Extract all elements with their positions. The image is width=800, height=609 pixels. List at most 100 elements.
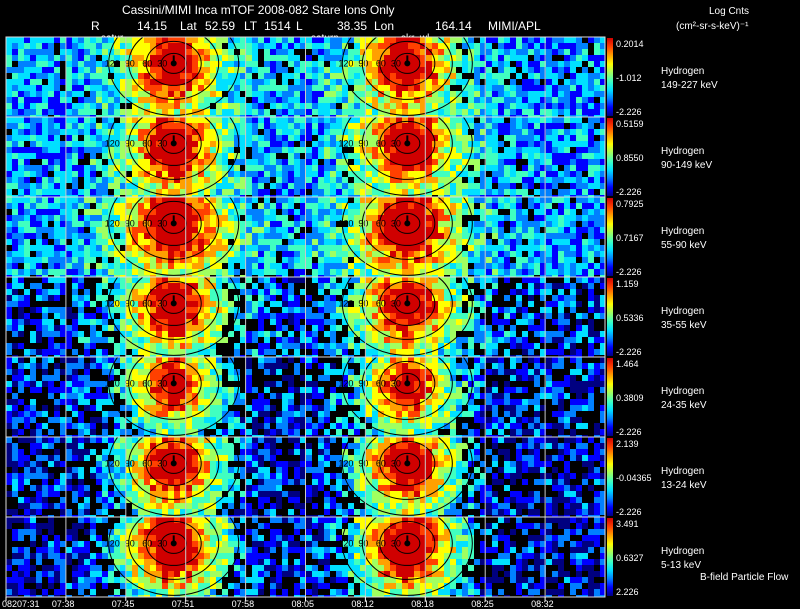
intensity-cell <box>126 43 132 49</box>
intensity-cell <box>252 49 258 55</box>
intensity-cell <box>348 263 354 269</box>
intensity-cell <box>420 325 426 331</box>
intensity-cell <box>204 109 210 115</box>
intensity-cell <box>372 203 378 209</box>
intensity-cell <box>330 257 336 263</box>
intensity-cell <box>246 61 252 67</box>
intensity-cell <box>210 307 216 313</box>
intensity-cell <box>600 43 605 49</box>
intensity-cell <box>174 109 180 115</box>
intensity-cell <box>582 123 588 129</box>
intensity-cell <box>558 319 564 325</box>
intensity-cell <box>162 289 168 295</box>
intensity-cell <box>174 177 180 183</box>
intensity-cell <box>174 269 180 275</box>
intensity-cell <box>276 147 282 153</box>
intensity-cell <box>474 123 480 129</box>
intensity-cell <box>198 257 204 263</box>
intensity-cell <box>510 129 516 135</box>
intensity-cell <box>168 115 174 117</box>
intensity-cell <box>312 275 318 277</box>
intensity-cell <box>60 103 66 109</box>
intensity-cell <box>234 215 240 221</box>
intensity-cell <box>588 109 594 115</box>
intensity-cell <box>294 263 300 269</box>
intensity-cell <box>228 269 234 275</box>
intensity-cell <box>426 239 432 245</box>
intensity-cell <box>306 91 312 97</box>
intensity-cell <box>516 123 522 129</box>
intensity-cell <box>48 55 54 61</box>
intensity-cell <box>504 85 510 91</box>
intensity-cell <box>420 215 426 221</box>
intensity-cell <box>564 135 570 141</box>
intensity-cell <box>570 123 576 129</box>
intensity-cell <box>252 189 258 195</box>
intensity-cell <box>396 215 402 221</box>
intensity-cell <box>408 277 414 283</box>
intensity-cell <box>48 233 54 239</box>
intensity-cell <box>330 195 336 197</box>
intensity-cell <box>174 263 180 269</box>
intensity-cell <box>132 227 138 233</box>
intensity-cell <box>66 233 72 239</box>
intensity-cell <box>366 295 372 301</box>
intensity-cell <box>276 197 282 203</box>
intensity-cell <box>270 73 276 79</box>
intensity-cell <box>396 85 402 91</box>
intensity-cell <box>54 203 60 209</box>
intensity-cell <box>438 301 444 307</box>
intensity-cell <box>96 239 102 245</box>
intensity-cell <box>570 153 576 159</box>
intensity-cell <box>564 109 570 115</box>
intensity-cell <box>30 319 36 325</box>
intensity-cell <box>426 103 432 109</box>
intensity-cell <box>396 123 402 129</box>
intensity-cell <box>294 103 300 109</box>
intensity-cell <box>186 123 192 129</box>
intensity-cell <box>324 277 330 283</box>
intensity-cell <box>324 245 330 251</box>
intensity-cell <box>90 115 96 117</box>
intensity-cell <box>384 43 390 49</box>
intensity-cell <box>198 73 204 79</box>
intensity-cell <box>312 123 318 129</box>
intensity-cell <box>360 289 366 295</box>
intensity-cell <box>336 245 342 251</box>
intensity-cell <box>228 153 234 159</box>
intensity-cell <box>48 197 54 203</box>
intensity-cell <box>576 331 582 337</box>
intensity-cell <box>492 115 498 117</box>
intensity-cell <box>108 147 114 153</box>
intensity-cell <box>96 147 102 153</box>
intensity-cell <box>456 117 462 123</box>
intensity-cell <box>198 209 204 215</box>
intensity-cell <box>558 209 564 215</box>
intensity-cell <box>24 215 30 221</box>
intensity-cell <box>162 129 168 135</box>
intensity-cell <box>558 135 564 141</box>
intensity-cell <box>174 171 180 177</box>
intensity-cell <box>540 129 546 135</box>
intensity-cell <box>342 153 348 159</box>
intensity-cell <box>546 239 552 245</box>
intensity-cell <box>366 221 372 227</box>
intensity-cell <box>426 227 432 233</box>
intensity-cell <box>336 227 342 233</box>
intensity-cell <box>546 115 552 117</box>
intensity-cell <box>192 319 198 325</box>
intensity-cell <box>318 37 324 43</box>
intensity-cell <box>66 227 72 233</box>
intensity-cell <box>264 49 270 55</box>
intensity-cell <box>594 313 600 319</box>
intensity-cell <box>432 189 438 195</box>
intensity-cell <box>6 183 12 189</box>
intensity-cell <box>216 197 222 203</box>
intensity-cell <box>588 79 594 85</box>
intensity-cell <box>168 135 174 141</box>
intensity-cell <box>108 307 114 313</box>
intensity-cell <box>54 283 60 289</box>
intensity-cell <box>192 275 198 277</box>
intensity-cell <box>270 233 276 239</box>
intensity-cell <box>396 283 402 289</box>
